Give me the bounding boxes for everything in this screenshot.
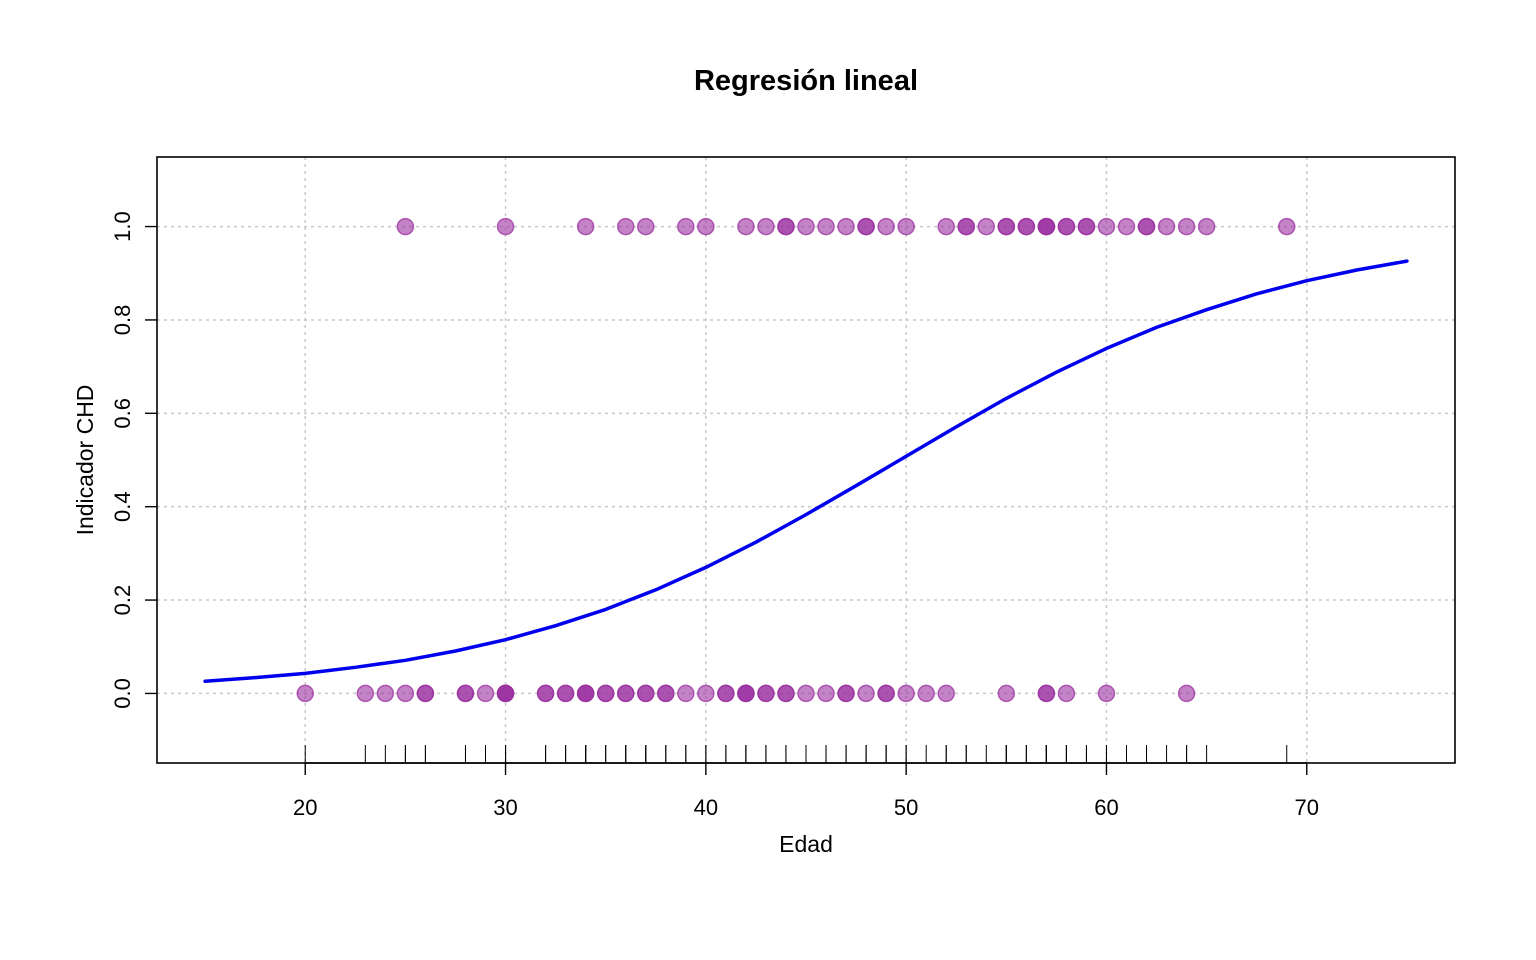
x-axis: 20 30 40 50 60 70 — [293, 762, 1319, 820]
data-point — [396, 684, 415, 703]
data-point — [1097, 217, 1116, 236]
data-point — [1277, 217, 1296, 236]
x-axis-label: Edad — [779, 831, 833, 857]
data-point — [1097, 684, 1116, 703]
data-point — [1117, 217, 1136, 236]
x-tick-label: 20 — [293, 795, 317, 820]
data-point — [777, 684, 795, 703]
data-point — [897, 217, 915, 236]
data-point — [1057, 217, 1076, 236]
data-point — [957, 217, 975, 236]
data-point — [937, 217, 955, 236]
x-tick-label: 40 — [694, 795, 718, 820]
data-point — [1177, 217, 1196, 236]
data-point — [677, 684, 695, 703]
data-point — [797, 684, 815, 703]
y-tick-label: 0.6 — [110, 398, 135, 429]
data-point — [917, 684, 935, 703]
data-point — [1157, 217, 1176, 236]
y-tick-label: 0.2 — [110, 585, 135, 616]
y-axis: 0.0 0.2 0.4 0.6 0.8 1.0 — [110, 211, 157, 709]
data-point — [897, 684, 915, 703]
data-point — [576, 684, 595, 703]
data-point — [616, 217, 635, 236]
data-point — [296, 684, 314, 703]
data-point — [737, 684, 755, 703]
grid — [157, 157, 1455, 763]
y-tick-label: 0.8 — [110, 305, 135, 336]
data-point — [1077, 217, 1096, 236]
data-point — [536, 684, 555, 703]
data-point — [817, 684, 835, 703]
rug-ticks — [304, 745, 1288, 763]
data-point — [837, 217, 855, 236]
data-point — [476, 684, 495, 703]
plot-frame — [156, 156, 1456, 764]
data-point — [356, 684, 375, 703]
data-point — [1137, 217, 1156, 236]
data-point — [1037, 217, 1056, 236]
fitted-curve-line — [203, 259, 1409, 684]
data-point — [857, 684, 875, 703]
chart-title: Regresión lineal — [694, 65, 918, 97]
data-point — [456, 684, 475, 703]
data-point — [396, 217, 415, 236]
x-tick-label: 30 — [493, 795, 517, 820]
data-point — [496, 684, 515, 703]
x-tick-label: 60 — [1094, 795, 1118, 820]
data-point — [637, 684, 655, 703]
data-point — [637, 217, 655, 236]
data-point — [977, 217, 996, 236]
data-point — [576, 217, 595, 236]
data-point — [757, 217, 775, 236]
data-point — [697, 217, 715, 236]
data-point — [757, 684, 775, 703]
data-point — [837, 684, 855, 703]
y-axis-label: Indicador CHD — [72, 385, 98, 536]
data-point — [556, 684, 575, 703]
data-point — [797, 217, 815, 236]
data-point — [857, 217, 875, 236]
y-tick-label: 0.0 — [110, 678, 135, 709]
data-point — [616, 684, 635, 703]
data-point — [877, 684, 895, 703]
data-point — [677, 217, 695, 236]
y-tick-label: 0.4 — [110, 491, 135, 522]
y-tick-label: 1.0 — [110, 211, 135, 242]
data-point — [1037, 684, 1056, 703]
data-point — [416, 684, 435, 703]
data-point — [376, 684, 395, 703]
fitted-curve — [203, 259, 1409, 684]
data-point — [777, 217, 795, 236]
data-point — [937, 684, 955, 703]
data-point — [1017, 217, 1036, 236]
data-point — [997, 217, 1016, 236]
x-tick-label: 70 — [1295, 795, 1319, 820]
data-point — [997, 684, 1016, 703]
data-point — [657, 684, 675, 703]
data-point — [1177, 684, 1196, 703]
data-point — [496, 217, 515, 236]
data-point — [737, 217, 755, 236]
data-point — [817, 217, 835, 236]
data-points — [296, 217, 1296, 703]
data-point — [697, 684, 715, 703]
data-point — [877, 217, 895, 236]
data-point — [1057, 684, 1076, 703]
data-point — [717, 684, 735, 703]
x-tick-label: 50 — [894, 795, 918, 820]
data-point — [1197, 217, 1216, 236]
data-point — [596, 684, 615, 703]
